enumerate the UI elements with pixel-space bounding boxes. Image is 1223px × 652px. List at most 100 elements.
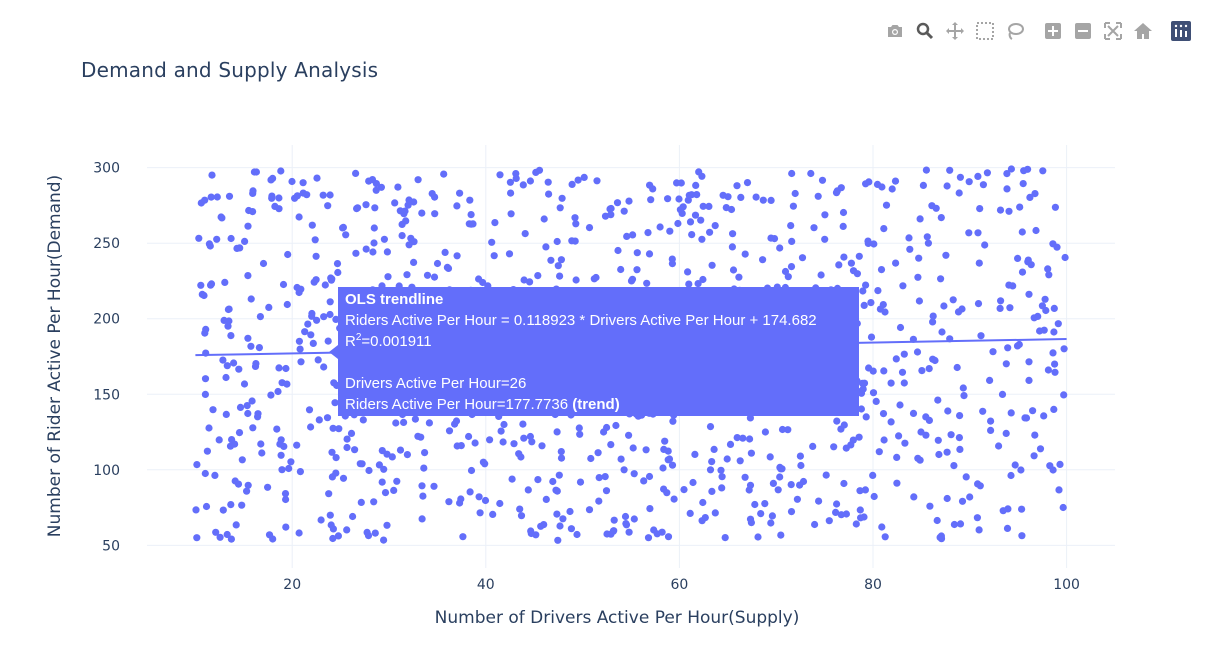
scatter-point — [201, 469, 209, 478]
scatter-point — [633, 249, 641, 257]
scatter-point — [1003, 185, 1011, 193]
pan-icon[interactable] — [944, 20, 966, 42]
scatter-point — [937, 214, 945, 222]
scatter-point — [620, 207, 628, 215]
scatter-point — [954, 308, 963, 316]
scatter-point — [735, 273, 743, 281]
zoom-out-icon[interactable] — [1072, 20, 1094, 42]
scatter-point — [329, 534, 337, 543]
scatter-point — [788, 169, 796, 178]
scatter-point — [870, 492, 878, 501]
scatter-point — [754, 533, 762, 541]
scatter-point — [544, 178, 552, 186]
scatter-point — [915, 297, 924, 305]
scatter-point — [688, 231, 696, 239]
scatter-point — [1009, 282, 1017, 290]
scatter-point — [898, 368, 907, 376]
scatter-point — [983, 169, 992, 177]
scatter-point — [979, 407, 987, 415]
scatter-point — [226, 442, 235, 450]
reset-axes-icon[interactable] — [1132, 20, 1154, 42]
scatter-point — [1016, 203, 1024, 211]
scatter-point — [207, 281, 215, 289]
scatter-point — [238, 456, 246, 464]
scatter-point — [197, 281, 205, 289]
scatter-point — [853, 270, 862, 278]
scatter-point — [862, 281, 870, 289]
zoom-icon[interactable] — [914, 20, 936, 42]
scatter-point — [922, 166, 931, 174]
scatter-point — [995, 442, 1003, 450]
scatter-point — [559, 515, 567, 523]
scatter-point — [299, 179, 307, 187]
scatter-point — [778, 425, 787, 434]
scatter-point — [534, 272, 542, 280]
scatter-point — [359, 416, 367, 424]
scatter-point — [201, 196, 209, 204]
scatter-point — [915, 254, 923, 262]
scatter-point — [221, 278, 229, 286]
scatter-point — [414, 176, 422, 184]
scatter-point — [996, 304, 1004, 312]
scatter-point — [689, 478, 697, 487]
scatter-point — [347, 429, 356, 437]
autoscale-icon[interactable] — [1102, 20, 1124, 42]
scatter-point — [479, 458, 487, 466]
scatter-point — [557, 454, 566, 462]
scatter-point — [571, 214, 579, 222]
scatter-point — [265, 303, 273, 311]
scatter-point — [787, 508, 796, 516]
camera-icon[interactable] — [884, 20, 906, 42]
scatter-point — [568, 180, 576, 188]
scatter-point — [595, 474, 603, 482]
scatter-point — [938, 328, 946, 336]
scatter-point — [331, 399, 339, 407]
scatter-point — [308, 221, 316, 229]
scatter-point — [880, 225, 888, 233]
lasso-select-icon[interactable] — [1004, 20, 1026, 42]
scatter-point — [390, 486, 398, 494]
scatter-point — [1051, 203, 1059, 211]
tooltip-trend-suffix: (trend) — [568, 396, 620, 413]
scatter-point — [193, 534, 201, 542]
scatter-point — [365, 177, 373, 185]
scatter-point — [307, 331, 315, 339]
scatter-point — [874, 287, 882, 295]
scatter-point — [887, 379, 895, 387]
scatter-point — [879, 410, 888, 418]
scatter-point — [998, 390, 1007, 398]
scatter-point — [960, 392, 968, 400]
scatter-point — [327, 521, 335, 529]
scatter-point — [743, 179, 752, 187]
scatter-point — [711, 509, 719, 517]
box-select-icon[interactable] — [974, 20, 996, 42]
scatter-point — [489, 510, 497, 518]
scatter-point — [594, 449, 602, 457]
plotly-logo-icon[interactable] — [1170, 20, 1192, 42]
scatter-point — [496, 171, 504, 179]
scatter-point — [512, 174, 520, 182]
zoom-in-icon[interactable] — [1042, 20, 1064, 42]
scatter-point — [1050, 328, 1058, 336]
scatter-point — [1025, 290, 1033, 298]
scatter-point — [1050, 405, 1058, 413]
scatter-point — [519, 420, 527, 428]
scatter-point — [811, 520, 819, 529]
scatter-point — [607, 441, 615, 449]
scatter-point — [320, 313, 328, 321]
scatter-point — [352, 169, 360, 177]
scatter-point — [976, 482, 984, 490]
scatter-point — [380, 465, 388, 473]
scatter-point — [869, 389, 878, 397]
scatter-point — [339, 474, 348, 482]
scatter-point — [507, 189, 515, 197]
scatter-point — [540, 215, 548, 223]
scatter-point — [235, 365, 243, 373]
tooltip-y-line: Riders Active Per Hour=177.7736 (trend) — [345, 394, 859, 415]
scatter-point — [1049, 349, 1057, 357]
scatter-point — [942, 251, 950, 259]
scatter-point — [710, 445, 718, 453]
scatter-point — [305, 406, 314, 414]
scatter-point — [646, 505, 654, 513]
scatter-point — [837, 184, 845, 192]
